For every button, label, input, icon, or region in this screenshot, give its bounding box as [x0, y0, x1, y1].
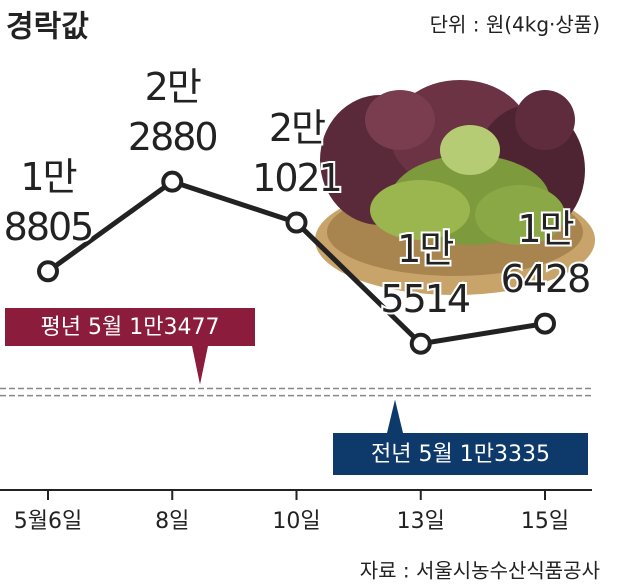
- point: [285, 211, 308, 234]
- data-label: 1021: [252, 156, 341, 200]
- lettuce-illustration: [315, 80, 595, 295]
- reference-label: 전년 5월 1만3335: [371, 442, 550, 467]
- data-label: 2만: [145, 65, 201, 109]
- reference-label-box: [333, 399, 588, 475]
- x-tick-label: 15일: [521, 509, 569, 534]
- data-label: 1만: [20, 155, 76, 199]
- reference-label-box: [5, 308, 255, 385]
- x-tick-label: 13일: [397, 509, 445, 534]
- point: [409, 332, 432, 355]
- chart-title: 경락값: [6, 10, 89, 45]
- reference-label: 평년 5월 1만3477: [41, 315, 220, 340]
- data-label: 1만: [397, 227, 453, 271]
- data-label: 1만: [517, 207, 573, 251]
- data-label: 5514: [380, 277, 470, 321]
- x-tick-label: 5월6일: [14, 509, 82, 534]
- point: [161, 170, 184, 193]
- data-label: 2만: [269, 106, 325, 150]
- chart-subtitle: 단위 : 원(4kg·상품): [430, 13, 600, 37]
- x-tick-label: 8일: [155, 509, 189, 534]
- source: 자료 : 서울시농수산식품공사: [360, 559, 600, 583]
- x-tick-label: 10일: [272, 509, 320, 534]
- data-label: 8805: [4, 205, 93, 249]
- data-label: 6428: [501, 257, 590, 301]
- point: [37, 260, 59, 283]
- point: [534, 312, 556, 335]
- data-label: 2880: [128, 115, 217, 159]
